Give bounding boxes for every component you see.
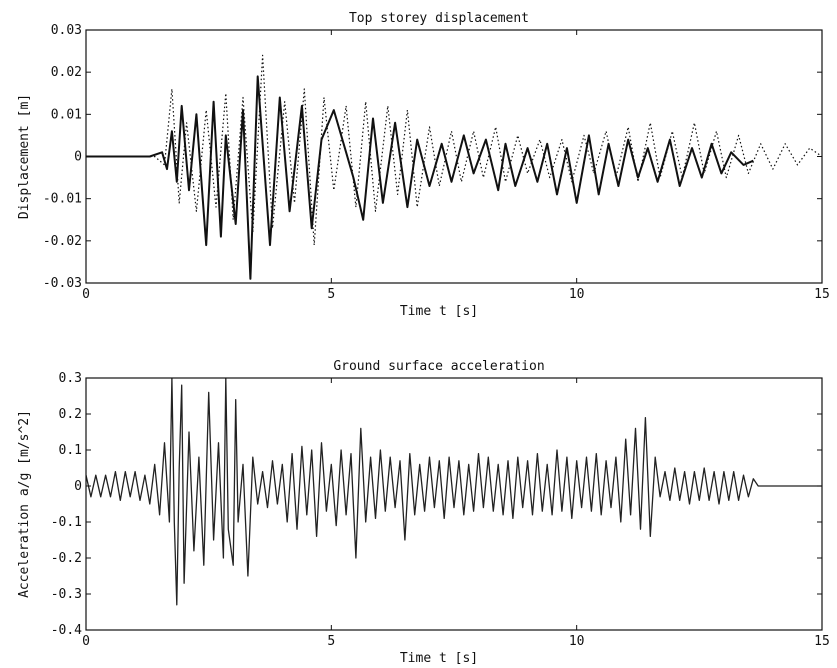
displacement-series-solid-0 xyxy=(86,75,754,280)
displacement-ytick-label: 0.01 xyxy=(51,107,82,122)
displacement-ytick-label: -0.01 xyxy=(43,192,82,207)
displacement-chart: 0 5 10 15 -0.03 -0.02 -0.01 0 0.01 0.02 0.03 Top st… xyxy=(17,11,830,319)
displacement-xtick-label: 0 xyxy=(82,287,90,302)
acceleration-series-solid-0 xyxy=(86,378,822,606)
displacement-ytick-label: -0.03 xyxy=(43,276,82,291)
acceleration-title: Ground surface acceleration xyxy=(333,359,544,374)
acceleration-xtick-label: 0 xyxy=(82,634,90,649)
displacement-xlabel: Time t [s] xyxy=(400,304,478,319)
acceleration-xlabel: Time t [s] xyxy=(400,651,478,666)
acceleration-xtick-label: 10 xyxy=(569,634,585,649)
displacement-ylabel: Displacement [m] xyxy=(17,94,32,219)
acceleration-ytick-label: 0.1 xyxy=(59,443,82,458)
acceleration-axes-box xyxy=(85,377,823,631)
displacement-ytick-label: -0.02 xyxy=(43,234,82,249)
displacement-ytick-label: 0.02 xyxy=(51,65,82,80)
displacement-axes-box xyxy=(85,29,823,284)
acceleration-ytick-label: 0.3 xyxy=(59,371,82,386)
acceleration-chart: 0 5 10 15 -0.4 -0.3 -0.2 -0.1 0 0.1 0.2 0.3 Ground s… xyxy=(17,359,830,666)
acceleration-ytick-label: -0.1 xyxy=(51,515,82,530)
acceleration-ytick-label: 0.2 xyxy=(59,407,82,422)
acceleration-ytick-label: 0 xyxy=(74,479,82,494)
acceleration-ylabel: Acceleration a/g [m/s^2] xyxy=(17,410,32,598)
displacement-series-dotted-1 xyxy=(86,54,822,246)
acceleration-ytick-label: -0.4 xyxy=(51,623,82,638)
acceleration-xtick-label: 5 xyxy=(327,634,335,649)
acceleration-ytick-label: -0.2 xyxy=(51,551,82,566)
displacement-ytick-label: 0 xyxy=(74,150,82,165)
displacement-xtick-label: 5 xyxy=(327,287,335,302)
acceleration-xtick-label: 15 xyxy=(814,634,830,649)
displacement-title: Top storey displacement xyxy=(349,11,529,26)
displacement-xtick-label: 15 xyxy=(814,287,830,302)
displacement-ytick-label: 0.03 xyxy=(51,23,82,38)
displacement-xtick-label: 10 xyxy=(569,287,585,302)
acceleration-ytick-label: -0.3 xyxy=(51,587,82,602)
